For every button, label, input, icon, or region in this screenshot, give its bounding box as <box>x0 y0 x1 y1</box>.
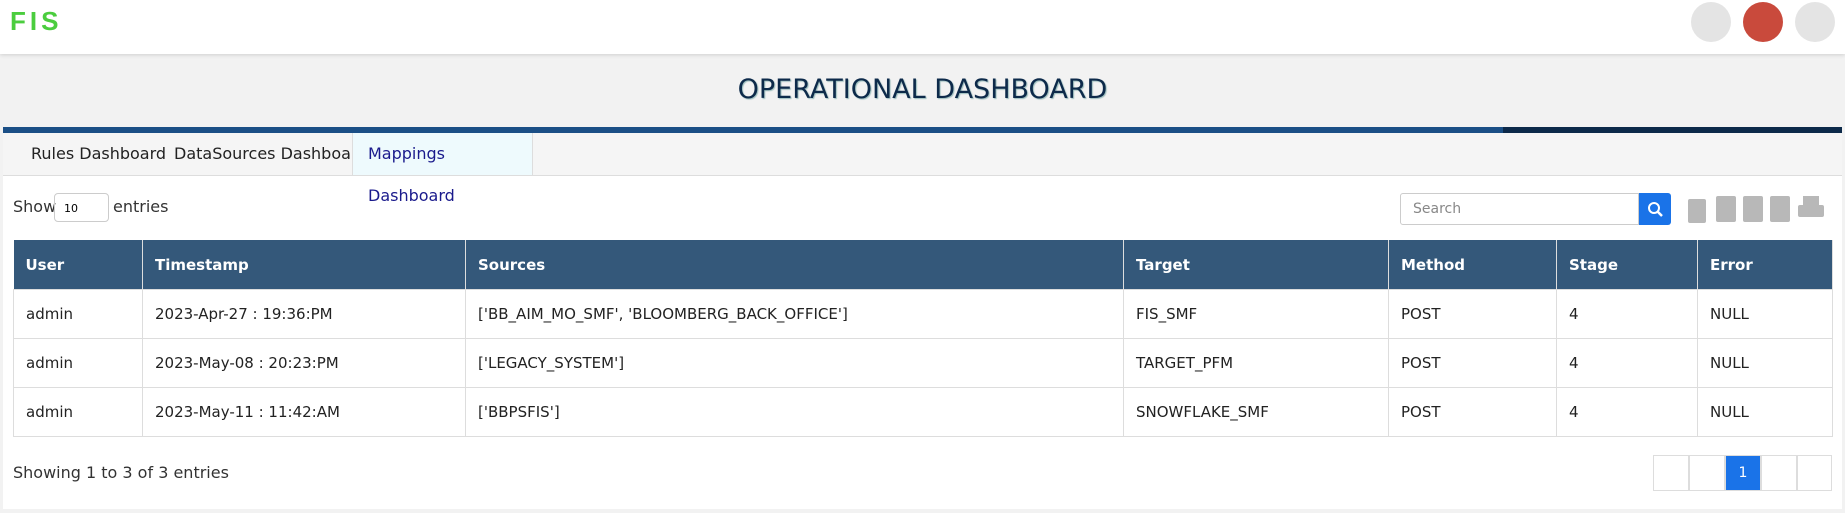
table-cell: ['BBPSFIS'] <box>465 387 1124 437</box>
divider <box>3 127 1503 133</box>
column-header[interactable]: Method <box>1388 240 1557 290</box>
entries-label: entries <box>113 197 169 216</box>
table-cell: POST <box>1388 338 1557 388</box>
tab-bar: Rules Dashboard DataSources Dashboard Ma… <box>3 133 1842 205</box>
table-cell: NULL <box>1697 387 1833 437</box>
table-cell: ['BB_AIM_MO_SMF', 'BLOOMBERG_BACK_OFFICE… <box>465 289 1124 339</box>
data-table: User Timestamp Sources Target Method Stage Err… <box>13 240 1833 437</box>
table-cell: POST <box>1388 387 1557 437</box>
table-info: Showing 1 to 3 of 3 entries <box>13 463 229 482</box>
column-header[interactable]: Stage <box>1556 240 1698 290</box>
table-cell: NULL <box>1697 289 1833 339</box>
column-header[interactable]: Target <box>1123 240 1389 290</box>
table-cell: 4 <box>1556 338 1698 388</box>
show-label: Show <box>13 197 57 216</box>
search-button[interactable] <box>1639 193 1671 225</box>
table-cell: TARGET_PFM <box>1123 338 1389 388</box>
tab[interactable]: Rules Dashboard <box>31 144 167 163</box>
table-cell: 2023-May-08 : 20:23:PM <box>142 338 466 388</box>
tab[interactable]: DataSources Dashboard <box>174 144 368 163</box>
table-cell: ['LEGACY_SYSTEM'] <box>465 338 1124 388</box>
page-title: OPERATIONAL DASHBOARD <box>737 74 1108 105</box>
page-length-select[interactable]: 10 <box>54 193 109 222</box>
table-row: admin 2023-May-08 : 20:23:PM ['LEGACY_SYST… <box>13 338 1833 388</box>
prev-page[interactable] <box>1689 455 1725 491</box>
divider <box>1503 127 1842 133</box>
first-page[interactable] <box>1653 455 1689 491</box>
table-cell: 4 <box>1556 289 1698 339</box>
next-page[interactable] <box>1761 455 1797 491</box>
export-buttons <box>1688 196 1824 223</box>
fullscreen-button[interactable] <box>1795 2 1835 42</box>
table-cell: 2023-Apr-27 : 19:36:PM <box>142 289 466 339</box>
table-cell: admin <box>13 338 143 388</box>
table-cell: SNOWFLAKE_SMF <box>1123 387 1389 437</box>
logo[interactable]: FIS <box>10 6 63 36</box>
table-row: admin 2023-Apr-27 : 19:36:PM ['BB_AIM_MO_S… <box>13 289 1833 339</box>
table-row: admin 2023-May-11 : 11:42:AM ['BBPSFIS'] SN… <box>13 387 1833 437</box>
table-cell: admin <box>13 289 143 339</box>
header-row: User Timestamp Sources Target Method Stage Err… <box>13 240 1833 290</box>
table-cell: POST <box>1388 289 1557 339</box>
column-header[interactable]: Error <box>1697 240 1833 290</box>
page-button[interactable]: 1 <box>1725 455 1761 491</box>
top-bar: FIS <box>0 0 1845 54</box>
table-cell: 2023-May-11 : 11:42:AM <box>142 387 466 437</box>
tab[interactable]: Mappings Dashboard <box>352 133 533 205</box>
column-header[interactable]: Timestamp <box>142 240 466 290</box>
column-header[interactable]: Sources <box>465 240 1124 290</box>
last-page[interactable] <box>1797 455 1832 491</box>
org-button[interactable] <box>1691 2 1731 42</box>
table-cell: FIS_SMF <box>1123 289 1389 339</box>
search-input[interactable]: Search <box>1400 193 1639 225</box>
table-cell: admin <box>13 387 143 437</box>
table-cell: NULL <box>1697 338 1833 388</box>
search-icon <box>1648 202 1663 217</box>
table-cell: 4 <box>1556 387 1698 437</box>
avatar[interactable] <box>1743 2 1783 42</box>
column-header[interactable]: User <box>13 240 143 290</box>
